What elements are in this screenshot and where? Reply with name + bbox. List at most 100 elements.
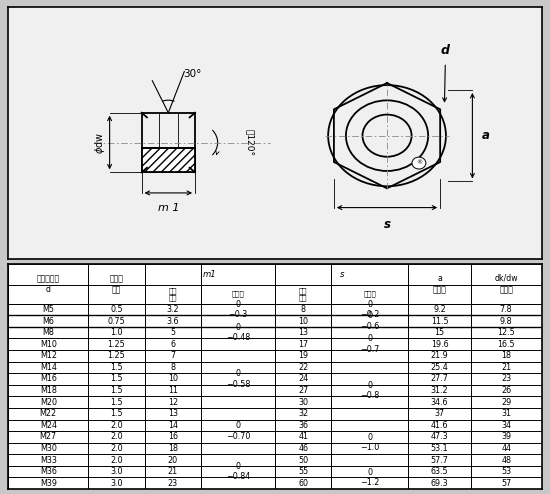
Text: 27: 27 bbox=[298, 386, 309, 395]
Text: 0
−0.8: 0 −0.8 bbox=[360, 381, 379, 400]
Text: 13: 13 bbox=[168, 409, 178, 418]
Text: 14: 14 bbox=[168, 421, 178, 430]
Text: 9.8: 9.8 bbox=[500, 317, 513, 326]
Text: 2.0: 2.0 bbox=[110, 432, 123, 442]
Text: s: s bbox=[339, 270, 344, 279]
Text: m1: m1 bbox=[203, 270, 217, 279]
Text: M36: M36 bbox=[40, 467, 57, 476]
Text: 29: 29 bbox=[501, 398, 512, 407]
Text: 12.5: 12.5 bbox=[497, 328, 515, 337]
Text: M27: M27 bbox=[40, 432, 57, 442]
Text: 23: 23 bbox=[501, 374, 512, 383]
Text: 30°: 30° bbox=[183, 69, 202, 79]
Text: a: a bbox=[482, 129, 490, 142]
Text: 0
−0.70: 0 −0.70 bbox=[226, 421, 250, 441]
Text: 0
−1.0: 0 −1.0 bbox=[360, 433, 379, 453]
Text: 0
−0.3: 0 −0.3 bbox=[228, 300, 248, 319]
Text: 44: 44 bbox=[501, 444, 511, 453]
Text: 10: 10 bbox=[298, 317, 308, 326]
Text: 50: 50 bbox=[298, 455, 308, 464]
Text: 24: 24 bbox=[298, 374, 308, 383]
Text: 34: 34 bbox=[501, 421, 511, 430]
Text: dk/dw
（約）: dk/dw （約） bbox=[494, 274, 518, 294]
Text: 47.3: 47.3 bbox=[431, 432, 448, 442]
Text: 23: 23 bbox=[168, 479, 178, 488]
Text: 8: 8 bbox=[170, 363, 175, 372]
Bar bbox=[142, 113, 195, 172]
Text: $\phi$dw: $\phi$dw bbox=[93, 131, 107, 154]
Text: m 1: m 1 bbox=[157, 203, 179, 213]
Text: 0
−0.58: 0 −0.58 bbox=[226, 369, 250, 389]
Text: 46: 46 bbox=[298, 444, 308, 453]
Text: 53.1: 53.1 bbox=[431, 444, 448, 453]
Text: 9.2: 9.2 bbox=[433, 305, 446, 314]
Text: 11: 11 bbox=[168, 386, 178, 395]
Text: 1.5: 1.5 bbox=[110, 409, 123, 418]
Text: 16: 16 bbox=[168, 432, 178, 442]
Text: M5: M5 bbox=[42, 305, 54, 314]
Text: 5: 5 bbox=[170, 328, 175, 337]
Text: 6: 6 bbox=[170, 340, 175, 349]
Text: M16: M16 bbox=[40, 374, 57, 383]
Text: 2.0: 2.0 bbox=[110, 444, 123, 453]
Text: d: d bbox=[441, 44, 450, 57]
Text: ®: ® bbox=[416, 161, 422, 165]
Text: 21: 21 bbox=[501, 363, 512, 372]
Text: 25.4: 25.4 bbox=[431, 363, 448, 372]
Text: 0
−0.6: 0 −0.6 bbox=[360, 311, 379, 330]
Text: M6: M6 bbox=[42, 317, 54, 326]
Text: M10: M10 bbox=[40, 340, 57, 349]
Text: 55: 55 bbox=[298, 467, 309, 476]
Text: 36: 36 bbox=[298, 421, 308, 430]
Text: 0
−1.2: 0 −1.2 bbox=[360, 468, 379, 487]
Text: 60: 60 bbox=[298, 479, 308, 488]
Text: 20: 20 bbox=[168, 455, 178, 464]
Text: 0
−0.7: 0 −0.7 bbox=[360, 334, 379, 354]
Text: M18: M18 bbox=[40, 386, 57, 395]
Text: 21.9: 21.9 bbox=[431, 351, 448, 360]
Bar bbox=[142, 149, 195, 172]
Text: M39: M39 bbox=[40, 479, 57, 488]
Text: 3.0: 3.0 bbox=[110, 479, 123, 488]
Text: ねじの呼び
d: ねじの呼び d bbox=[37, 274, 60, 294]
Text: 41.6: 41.6 bbox=[431, 421, 448, 430]
Text: 1.25: 1.25 bbox=[108, 340, 125, 349]
Text: s: s bbox=[383, 218, 390, 231]
Text: 32: 32 bbox=[298, 409, 308, 418]
Text: 19.6: 19.6 bbox=[431, 340, 448, 349]
Text: 0.5: 0.5 bbox=[110, 305, 123, 314]
Text: 3.0: 3.0 bbox=[110, 467, 123, 476]
Text: M8: M8 bbox=[42, 328, 54, 337]
Text: 3.2: 3.2 bbox=[167, 305, 179, 314]
Text: 37: 37 bbox=[434, 409, 444, 418]
Text: M24: M24 bbox=[40, 421, 57, 430]
Text: 0
−0.84: 0 −0.84 bbox=[226, 462, 250, 481]
Text: 0
−0.48: 0 −0.48 bbox=[226, 323, 250, 342]
Text: 41: 41 bbox=[298, 432, 308, 442]
Text: M12: M12 bbox=[40, 351, 57, 360]
Text: 7: 7 bbox=[170, 351, 175, 360]
Text: 0.75: 0.75 bbox=[108, 317, 125, 326]
Circle shape bbox=[412, 157, 426, 169]
Text: 2.0: 2.0 bbox=[110, 421, 123, 430]
Text: M22: M22 bbox=[40, 409, 57, 418]
Text: 21: 21 bbox=[168, 467, 178, 476]
Text: 12: 12 bbox=[168, 398, 178, 407]
Text: 約120°: 約120° bbox=[246, 129, 255, 156]
Text: 15: 15 bbox=[434, 328, 444, 337]
Text: 63.5: 63.5 bbox=[431, 467, 448, 476]
Text: 27.7: 27.7 bbox=[431, 374, 448, 383]
Text: 16.5: 16.5 bbox=[497, 340, 515, 349]
Text: 30: 30 bbox=[298, 398, 308, 407]
Text: 19: 19 bbox=[298, 351, 308, 360]
Text: 48: 48 bbox=[501, 455, 511, 464]
Text: 1.5: 1.5 bbox=[110, 386, 123, 395]
Text: M33: M33 bbox=[40, 455, 57, 464]
Text: 許容差: 許容差 bbox=[232, 291, 244, 297]
Text: 1.0: 1.0 bbox=[110, 328, 123, 337]
Text: 31.2: 31.2 bbox=[431, 386, 448, 395]
Text: 39: 39 bbox=[501, 432, 512, 442]
Text: a
（約）: a （約） bbox=[432, 274, 447, 294]
Text: 18: 18 bbox=[168, 444, 178, 453]
Text: ピッチ
細目: ピッチ 細目 bbox=[109, 274, 123, 294]
